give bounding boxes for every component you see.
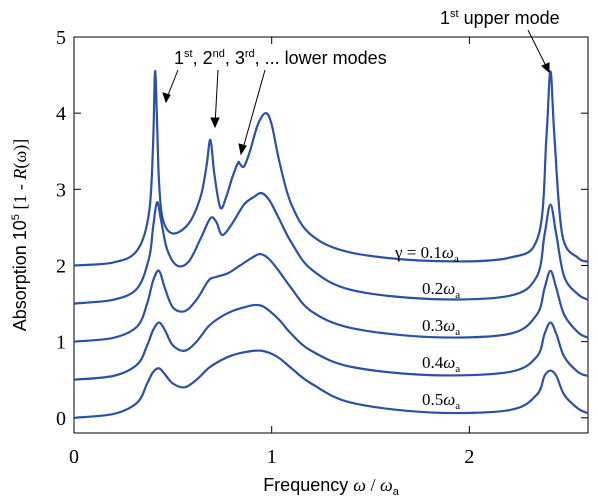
arrowhead-upper-mode <box>541 62 550 74</box>
upper-mode-annotation: 1st upper mode <box>440 8 560 28</box>
x-tick-label: 2 <box>464 446 474 468</box>
series-line-4 <box>73 303 589 381</box>
x-tick-label: 1 <box>267 446 277 468</box>
y-tick-label: 2 <box>56 255 66 277</box>
series-line-2 <box>73 191 589 305</box>
arrow-mode2 <box>214 69 219 126</box>
arrowhead-mode2 <box>210 117 220 129</box>
series-lines <box>73 70 589 419</box>
x-axis-label: Frequency ω / ωa <box>263 475 400 498</box>
series-line-5 <box>73 349 589 419</box>
y-tick-label: 5 <box>56 27 66 49</box>
series-label-gamma-0.5: 0.5ωa <box>422 390 460 412</box>
y-tick-label: 1 <box>56 332 66 354</box>
series-label-gamma-0.1: γ = 0.1ωa <box>394 243 459 265</box>
arrowhead-mode3 <box>238 143 247 156</box>
series-label-gamma-0.3: 0.3ωa <box>422 316 460 338</box>
arrowhead-mode1 <box>162 92 171 104</box>
series-line-1 <box>73 70 589 267</box>
plot-frame <box>73 36 589 434</box>
series-line-3 <box>73 252 589 343</box>
series-label-gamma-0.2: 0.2ωa <box>422 279 460 301</box>
series-label-gamma-0.4: 0.4ωa <box>422 353 460 375</box>
lower-modes-annotation: 1st, 2nd, 3rd, ... lower modes <box>174 48 387 68</box>
arrow-mode3 <box>241 69 266 153</box>
arrow-upper-mode <box>527 29 549 71</box>
annotation-arrows <box>162 29 550 156</box>
y-axis-label: Absorption 105 [1 - R(ω)] <box>10 139 31 332</box>
y-tick-label: 3 <box>56 179 66 201</box>
x-tick-label: 0 <box>69 446 79 468</box>
y-tick-label: 4 <box>56 103 66 125</box>
axis-ticks: 0 1 2 3 4 5 0 1 2 <box>56 27 588 468</box>
y-tick-label: 0 <box>56 408 66 430</box>
